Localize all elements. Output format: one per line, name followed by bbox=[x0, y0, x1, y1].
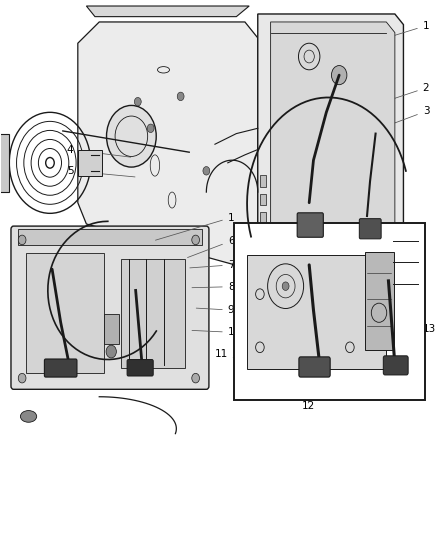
Text: 9: 9 bbox=[196, 305, 234, 315]
Circle shape bbox=[192, 235, 199, 245]
Text: 7: 7 bbox=[190, 260, 234, 270]
Text: 6: 6 bbox=[187, 236, 234, 257]
FancyBboxPatch shape bbox=[359, 219, 381, 239]
Polygon shape bbox=[86, 6, 249, 17]
FancyBboxPatch shape bbox=[297, 213, 323, 237]
Bar bbox=[26, 253, 103, 373]
FancyBboxPatch shape bbox=[383, 356, 408, 375]
Bar bbox=[247, 255, 386, 368]
Ellipse shape bbox=[21, 410, 37, 422]
Text: 1: 1 bbox=[155, 213, 234, 240]
Text: 4: 4 bbox=[67, 144, 131, 157]
Text: 5: 5 bbox=[67, 166, 135, 177]
Circle shape bbox=[177, 92, 184, 101]
Circle shape bbox=[282, 282, 289, 290]
Polygon shape bbox=[78, 22, 258, 266]
Circle shape bbox=[18, 235, 26, 245]
Text: 2: 2 bbox=[376, 83, 429, 104]
Polygon shape bbox=[271, 22, 395, 245]
Bar bbox=[260, 212, 266, 224]
Circle shape bbox=[134, 98, 141, 106]
Text: 12: 12 bbox=[302, 401, 315, 411]
FancyBboxPatch shape bbox=[0, 134, 9, 192]
FancyBboxPatch shape bbox=[299, 357, 330, 377]
Bar bbox=[260, 193, 266, 205]
Bar bbox=[260, 175, 266, 187]
Text: 3: 3 bbox=[380, 106, 429, 128]
Bar bbox=[365, 252, 394, 350]
Text: 11: 11 bbox=[215, 349, 264, 368]
Bar bbox=[18, 229, 202, 245]
Circle shape bbox=[203, 166, 210, 175]
Text: 1: 1 bbox=[355, 21, 429, 48]
Bar bbox=[103, 314, 119, 344]
Text: 8: 8 bbox=[192, 282, 234, 292]
Circle shape bbox=[18, 373, 26, 383]
Circle shape bbox=[192, 373, 199, 383]
Circle shape bbox=[332, 66, 347, 85]
Text: 13: 13 bbox=[402, 324, 436, 334]
Bar bbox=[78, 150, 102, 176]
FancyBboxPatch shape bbox=[44, 359, 77, 377]
Bar bbox=[234, 223, 425, 400]
Polygon shape bbox=[258, 14, 403, 248]
Circle shape bbox=[147, 124, 154, 133]
FancyBboxPatch shape bbox=[127, 360, 153, 376]
FancyBboxPatch shape bbox=[11, 226, 209, 389]
Text: 10: 10 bbox=[192, 327, 241, 337]
Circle shape bbox=[106, 106, 156, 167]
Circle shape bbox=[106, 345, 117, 358]
Bar bbox=[120, 259, 185, 368]
